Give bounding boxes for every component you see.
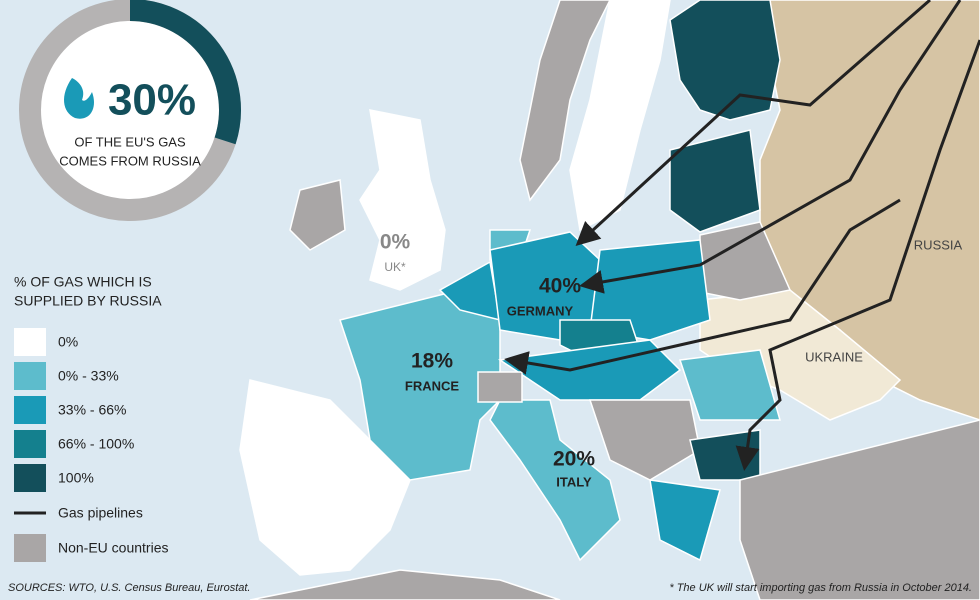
legend-label: 0% - 33% <box>58 368 119 384</box>
country-name: GERMANY <box>507 303 574 318</box>
stat-caption: COMES FROM RUSSIA <box>59 153 201 168</box>
legend-label: Non-EU countries <box>58 540 169 556</box>
country-value: 0% <box>380 231 411 254</box>
legend-swatch <box>14 362 46 390</box>
country-value: 40% <box>539 275 581 298</box>
pipelines <box>504 0 980 471</box>
stat-caption: OF THE EU'S GAS <box>74 134 186 149</box>
stat-value: 30% <box>108 76 196 125</box>
legend-swatch <box>14 328 46 356</box>
region-label: UKRAINE <box>805 349 863 364</box>
land <box>239 0 980 600</box>
legend-label: 100% <box>58 470 94 486</box>
legend-swatch <box>14 396 46 424</box>
non-eu-key <box>14 534 46 562</box>
flame-icon <box>64 78 95 119</box>
country-name: UK* <box>384 260 406 274</box>
legend: 0% 0% - 33% 33% - 66% 66% - 100% 100% <box>14 328 134 492</box>
legend-swatch <box>14 430 46 458</box>
legend-title: SUPPLIED BY RUSSIA <box>14 293 162 309</box>
legend-label: Gas pipelines <box>58 505 143 521</box>
country-name: ITALY <box>556 474 592 489</box>
donut-arc <box>129 0 241 145</box>
legend-label: 0% <box>58 334 78 350</box>
region-label: RUSSIA <box>914 237 963 252</box>
legend-label: 33% - 66% <box>58 402 126 418</box>
donut: 30% OF THE EU'S GAS COMES FROM RUSSIA <box>19 0 241 221</box>
legend-swatch <box>14 464 46 492</box>
country-name: FRANCE <box>405 378 459 393</box>
legend-label: 66% - 100% <box>58 436 134 452</box>
sources: SOURCES: WTO, U.S. Census Bureau, Eurost… <box>8 582 251 594</box>
country-value: 18% <box>411 350 453 373</box>
country-value: 20% <box>553 448 595 471</box>
footnote: * The UK will start importing gas from R… <box>669 582 972 594</box>
legend-title: % OF GAS WHICH IS <box>14 274 152 290</box>
